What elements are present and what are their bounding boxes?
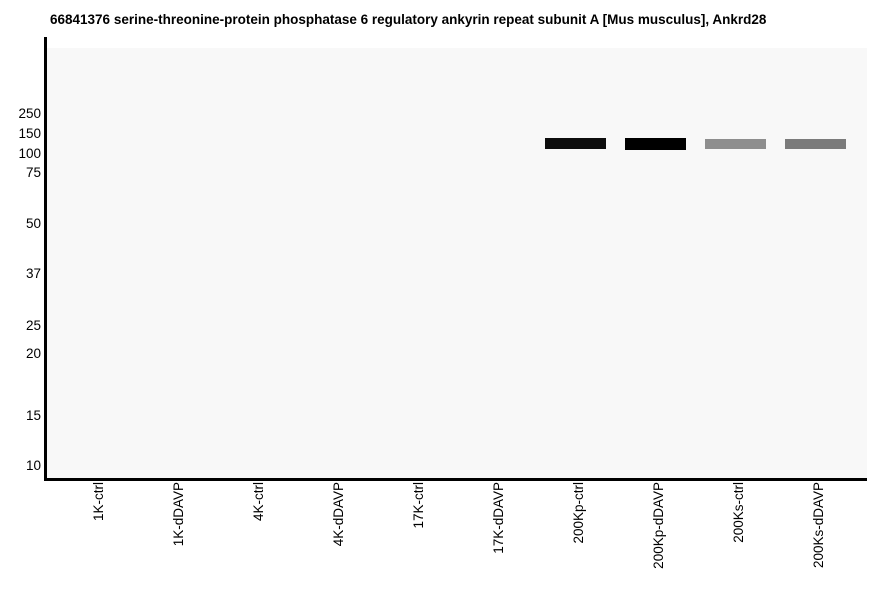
lane-label-4K-dDAVP: 4K-dDAVP <box>331 482 346 547</box>
lane-label-200Kp-ctrl: 200Kp-ctrl <box>571 482 586 544</box>
lane-label-1K-ctrl: 1K-ctrl <box>91 482 106 522</box>
lane-label-200Ks-dDAVP: 200Ks-dDAVP <box>811 482 826 569</box>
mw-label-75: 75 <box>25 165 41 180</box>
mw-label-15: 15 <box>25 408 41 423</box>
mw-label-20: 20 <box>25 346 41 361</box>
band-200Ks-ctrl <box>705 139 766 149</box>
y-axis-spine <box>44 37 47 481</box>
band-200Kp-ctrl <box>545 138 606 149</box>
x-axis-spine <box>44 478 867 481</box>
plot-area <box>47 48 867 478</box>
mw-label-150: 150 <box>18 126 41 141</box>
chart-title: 66841376 serine-threonine-protein phosph… <box>50 12 767 27</box>
band-200Ks-dDAVP <box>785 139 846 149</box>
mw-label-10: 10 <box>25 458 41 473</box>
mw-label-25: 25 <box>25 318 41 333</box>
lane-label-4K-ctrl: 4K-ctrl <box>251 482 266 522</box>
lane-label-17K-dDAVP: 17K-dDAVP <box>491 482 506 554</box>
lane-label-200Kp-dDAVP: 200Kp-dDAVP <box>651 482 666 569</box>
band-200Kp-dDAVP <box>625 138 686 150</box>
lane-label-17K-ctrl: 17K-ctrl <box>411 482 426 529</box>
lane-label-1K-dDAVP: 1K-dDAVP <box>171 482 186 547</box>
mw-label-37: 37 <box>25 266 41 281</box>
mw-label-100: 100 <box>18 146 41 161</box>
mw-label-50: 50 <box>25 216 41 231</box>
lane-label-200Ks-ctrl: 200Ks-ctrl <box>731 482 746 543</box>
mw-label-250: 250 <box>18 106 41 121</box>
